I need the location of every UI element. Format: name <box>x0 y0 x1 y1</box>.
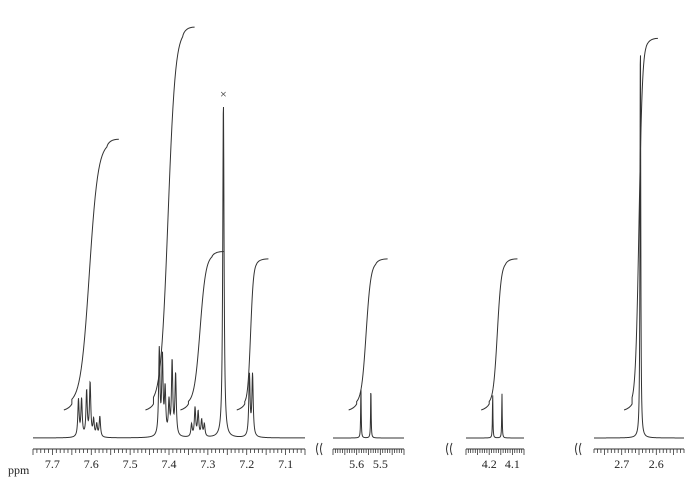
x-tick-label: 7.5 <box>123 457 138 471</box>
x-tick-label: 2.6 <box>649 457 664 471</box>
x-tick-label: 4.1 <box>505 457 520 471</box>
integral-curve <box>236 258 269 411</box>
x-tick-label: 4.2 <box>482 457 497 471</box>
axis-break-3 <box>575 442 582 456</box>
integral-curve <box>145 26 195 411</box>
x-tick-label: 7.7 <box>45 457 60 471</box>
spectrum-trace-2 <box>333 389 404 439</box>
x-tick-label: 7.1 <box>278 457 293 471</box>
integral-curve <box>348 258 388 411</box>
x-tick-label: 7.2 <box>239 457 254 471</box>
axis-break-1 <box>316 442 323 456</box>
integral-curve <box>63 138 119 411</box>
spectrum-trace-1 <box>33 106 305 439</box>
x-axis-unit-label: ppm <box>8 463 30 477</box>
x-tick-label: 2.7 <box>614 457 629 471</box>
integral-curve <box>623 37 658 411</box>
integral-curve <box>180 250 224 411</box>
x-tick-label: 7.3 <box>200 457 215 471</box>
axis-break-2 <box>446 442 453 456</box>
spectrum-trace-3 <box>466 393 524 439</box>
x-tick-label: 7.6 <box>84 457 99 471</box>
integral-curve <box>481 258 518 411</box>
plot-area: 7.7 7.6 7.5 7.4 7.3 7.2 7.1 × 5.6 5.5 4.2 4.1 2.7 2.6 <box>32 26 685 471</box>
solvent-peak-marker: × <box>220 87 227 101</box>
spectrum-trace-4 <box>594 55 684 439</box>
x-tick-label: 7.4 <box>162 457 177 471</box>
x-tick-label: 5.5 <box>373 457 388 471</box>
x-tick-label: 5.6 <box>349 457 364 471</box>
